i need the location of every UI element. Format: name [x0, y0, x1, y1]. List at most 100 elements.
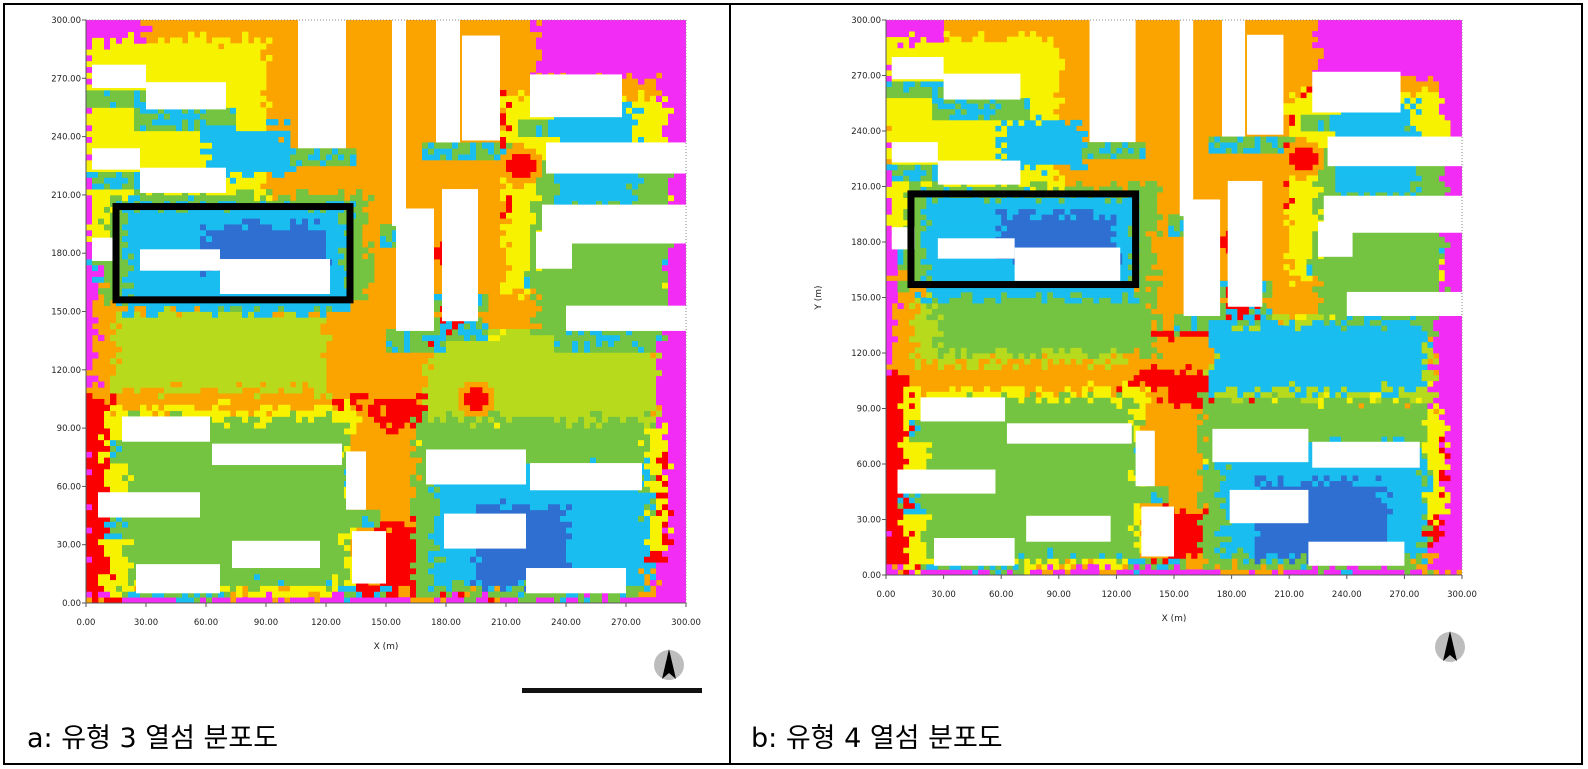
heat-cell-green [350, 294, 369, 301]
heat-cell-yellow [104, 468, 129, 476]
heat-cell-green [1421, 480, 1428, 487]
heat-cell-yellow [650, 544, 669, 551]
heat-cell-lime [1243, 391, 1256, 398]
heat-cell-yellow [500, 194, 507, 202]
heat-cell-green [110, 282, 135, 289]
heat-cell-magenta [290, 597, 315, 603]
heat-cell-yellow [104, 422, 123, 429]
heat-cell-yellow [86, 224, 105, 231]
heat-cell-red [662, 480, 669, 487]
heat-cell-magenta [886, 314, 893, 321]
heat-cell-cyan [362, 521, 375, 528]
heat-cell-magenta [886, 142, 893, 149]
heat-cell-cyan [206, 159, 291, 167]
heat-cell-yellow [1127, 419, 1135, 426]
heat-cell-cyan [903, 86, 910, 93]
heat-cell-green [1208, 464, 1215, 470]
heat-cell-blue [1277, 552, 1290, 559]
y-tick-label: 270.00 [851, 72, 881, 82]
heat-cell-cyan [134, 95, 141, 103]
heat-cell-magenta [1450, 491, 1462, 498]
heat-cell-red [886, 397, 904, 404]
heat-cell-green [170, 410, 183, 417]
heat-cell-green [1133, 525, 1140, 531]
heat-cell-magenta [1433, 341, 1462, 348]
heat-cell-magenta [530, 25, 686, 33]
heat-cell-green [494, 148, 501, 155]
heat-cell-green [1202, 419, 1423, 426]
heat-cell-green [248, 585, 261, 592]
heat-cell-magenta [86, 66, 93, 73]
heat-cell-cyan [434, 562, 477, 569]
heat-cell-green [995, 563, 1002, 570]
heat-cell-lime [1283, 319, 1290, 326]
heat-cell-lime [452, 410, 465, 417]
y-tick-label: 150.00 [851, 294, 881, 304]
heat-cell-green [1179, 558, 1186, 565]
heat-cell-green [1202, 525, 1221, 531]
heat-cell-magenta [1174, 563, 1181, 570]
heat-cell-yellow [1427, 513, 1434, 520]
heat-cell-magenta [86, 317, 99, 324]
heat-cell-yellow [506, 229, 531, 237]
heat-cell-green [296, 189, 309, 196]
heat-cell-green [446, 591, 453, 598]
heat-cell-lime [909, 353, 916, 359]
heat-cell-red [500, 89, 507, 97]
heat-cell-green [949, 186, 968, 193]
heat-cell-green [290, 410, 297, 417]
heat-cell-magenta [1438, 92, 1462, 99]
heat-cell-green [1168, 214, 1192, 221]
heat-cell-yellow [903, 414, 921, 420]
heat-cell-cyan [1329, 386, 1342, 393]
heat-cell-cyan [1231, 147, 1238, 154]
heat-cell-yellow [1047, 36, 1054, 43]
heat-cell-lime [926, 358, 933, 365]
heat-cell-cyan [914, 425, 921, 432]
heat-cell-lime [656, 352, 663, 359]
heat-cell-cyan [1254, 391, 1261, 398]
heat-cell-cyan [476, 579, 483, 586]
heat-cell-lime [920, 303, 927, 309]
heat-cell-blue [476, 509, 567, 516]
heat-cell-red [506, 200, 513, 207]
heat-cell-green [1116, 347, 1135, 354]
heat-cell-lime [566, 422, 573, 429]
heat-cell-magenta [1145, 563, 1152, 570]
heat-cell-yellow [344, 428, 357, 435]
building [920, 397, 1006, 422]
heat-cell-magenta [1444, 253, 1462, 260]
heat-cell-yellow [506, 136, 561, 143]
heat-cell-cyan [989, 197, 996, 204]
heat-cell-red [1168, 525, 1204, 531]
heat-cell-red [92, 556, 111, 563]
y-tick-label: 270.00 [51, 74, 81, 84]
heat-cell-lime [920, 353, 939, 359]
heat-cell-lime [920, 341, 933, 348]
heat-cell-red [500, 212, 507, 219]
x-tick-label: 150.00 [1159, 590, 1189, 600]
heat-cell-cyan [1001, 225, 1008, 232]
heat-cell-cyan [326, 579, 333, 586]
heat-cell-green [1197, 425, 1428, 432]
heat-cell-magenta [1433, 347, 1462, 354]
heat-cell-yellow [632, 130, 663, 137]
heat-cell-green [1116, 197, 1123, 204]
heat-cell-cyan [374, 591, 381, 598]
heat-cell-green [470, 334, 477, 342]
building [1312, 441, 1420, 468]
heat-cell-yellow [1064, 386, 1071, 393]
heat-cell-yellow [1070, 558, 1077, 565]
heat-cell-lime [314, 387, 327, 394]
heat-cell-green [416, 515, 435, 522]
heat-cell-green [1266, 563, 1279, 570]
heat-cell-cyan [1041, 291, 1048, 298]
x-tick-label: 60.00 [194, 618, 218, 628]
heat-cell-green [1099, 186, 1123, 193]
heat-cell-cyan [1415, 97, 1423, 104]
heat-cell-green [1053, 547, 1140, 554]
heat-cell-lime [1041, 358, 1048, 365]
x-tick-label: 60.00 [989, 590, 1013, 600]
heat-cell-magenta [886, 258, 898, 265]
heat-cell-green [416, 538, 435, 546]
